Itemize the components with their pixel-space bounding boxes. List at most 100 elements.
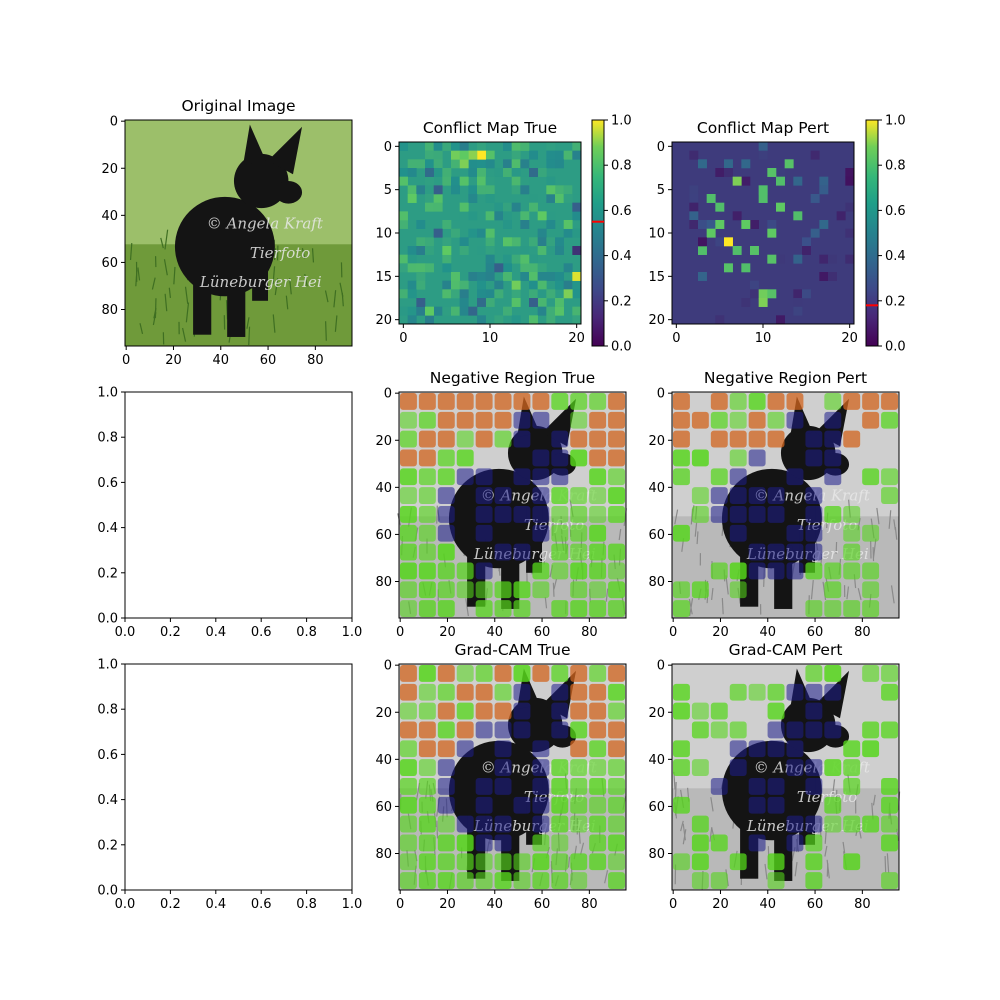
overlay-patch xyxy=(824,759,842,776)
grass-blade xyxy=(832,779,836,795)
x-tick-label: 0 xyxy=(669,625,677,640)
overlay-patch xyxy=(767,411,785,429)
heatmap-cell xyxy=(715,315,725,325)
y-tick-label: 20 xyxy=(375,706,392,721)
heatmap-cell xyxy=(442,254,452,264)
overlay-patch xyxy=(767,683,785,701)
heatmap-cell xyxy=(546,220,556,229)
heatmap-cell xyxy=(477,185,486,195)
heatmap-cell xyxy=(459,289,469,299)
overlay-patch xyxy=(710,411,728,429)
heatmap-cell xyxy=(407,185,417,195)
overlay-patch xyxy=(786,468,804,486)
overlay-patch xyxy=(532,778,550,795)
y-tick-label: 20 xyxy=(648,706,665,721)
overlay-patch xyxy=(608,665,625,682)
overlay-patch xyxy=(570,543,588,561)
heatmap-cell xyxy=(758,150,768,160)
heatmap-cell xyxy=(433,202,443,212)
heatmap-cell xyxy=(555,237,564,247)
overlay-patch xyxy=(456,721,474,739)
heatmap-cell xyxy=(819,185,829,195)
overlay-patch xyxy=(729,487,747,504)
heatmap-cell xyxy=(520,142,530,151)
overlay-patch xyxy=(475,815,493,833)
heatmap-cell xyxy=(442,263,452,273)
heatmap-cell xyxy=(767,168,777,177)
heatmap-cell xyxy=(689,211,699,221)
heatmap-cell xyxy=(459,202,469,212)
overlay-patch xyxy=(748,740,766,758)
overlay-patch xyxy=(608,449,625,467)
overlay-patch xyxy=(673,853,690,871)
overlay-patch xyxy=(570,393,588,410)
axes-frame xyxy=(398,663,627,891)
overlay-patch xyxy=(748,393,766,410)
heatmap-cell xyxy=(537,280,547,290)
overlay-patch xyxy=(862,721,880,739)
heatmap-cell xyxy=(503,254,512,264)
heatmap-cell xyxy=(520,185,530,195)
overlay-patch xyxy=(608,759,625,776)
y-tick-label: 0.0 xyxy=(97,612,118,627)
overlay-patch xyxy=(608,740,625,758)
heatmap-cell xyxy=(819,176,829,186)
heatmap-cell xyxy=(689,194,699,203)
overlay-patch xyxy=(551,468,569,486)
heatmap-cell xyxy=(433,185,443,195)
y-tick-label: 20 xyxy=(375,313,392,328)
overlay-patch xyxy=(400,393,417,410)
grass-blade xyxy=(168,287,172,299)
overlay-patch xyxy=(767,778,785,795)
overlay-patch xyxy=(437,487,455,504)
y-tick-label: 0.6 xyxy=(97,476,118,491)
heatmap-cell xyxy=(706,220,716,229)
overlay-patch xyxy=(418,665,436,682)
heatmap-cell xyxy=(520,176,530,186)
overlay-patch xyxy=(418,487,436,504)
heatmap-cell xyxy=(485,211,495,221)
overlay-patch xyxy=(881,468,898,486)
overlay-patch xyxy=(400,430,417,448)
overlay-patch xyxy=(862,393,880,410)
heatmap-cell xyxy=(511,176,521,186)
heatmap-cell xyxy=(511,289,521,299)
grass-blade xyxy=(137,267,141,281)
heatmap-cell xyxy=(468,272,478,281)
overlay-patch xyxy=(456,562,474,580)
overlay-patch xyxy=(437,506,455,523)
axes-background xyxy=(125,392,352,618)
overlay-patch xyxy=(400,702,417,720)
heatmap-cell xyxy=(555,194,564,203)
x-tick-label: 80 xyxy=(307,353,324,368)
colorbar-tick-label: 0.0 xyxy=(611,340,632,355)
heatmap-cell xyxy=(572,150,582,160)
overlay-patch xyxy=(400,449,417,467)
overlay-patch xyxy=(691,759,709,776)
heatmap-cell xyxy=(529,237,538,247)
heatmap-cell xyxy=(529,315,538,325)
overlay-patch xyxy=(843,853,861,871)
overlay-patch xyxy=(729,430,747,448)
y-tick-label: 80 xyxy=(375,847,392,862)
heatmap-cell xyxy=(485,263,495,273)
x-tick-label: 0 xyxy=(669,897,677,912)
overlay-patch xyxy=(608,411,625,429)
heatmap-cell xyxy=(485,194,495,203)
overlay-patch xyxy=(494,665,512,682)
overlay-patch xyxy=(437,468,455,486)
heatmap-cell xyxy=(793,211,803,221)
heatmap-cell xyxy=(529,168,538,177)
overlay-patch xyxy=(418,393,436,410)
overlay-patch xyxy=(589,449,607,467)
heatmap-cell xyxy=(750,220,759,229)
heatmap-cell xyxy=(793,254,803,264)
heatmap-cell xyxy=(546,237,556,247)
grass-blade xyxy=(184,286,189,304)
overlay-patch xyxy=(418,778,436,795)
heatmap-cell xyxy=(451,159,460,169)
overlay-patch xyxy=(589,853,607,871)
overlay-patch xyxy=(456,411,474,429)
overlay-patch xyxy=(551,506,569,523)
overlay-patch xyxy=(418,702,436,720)
